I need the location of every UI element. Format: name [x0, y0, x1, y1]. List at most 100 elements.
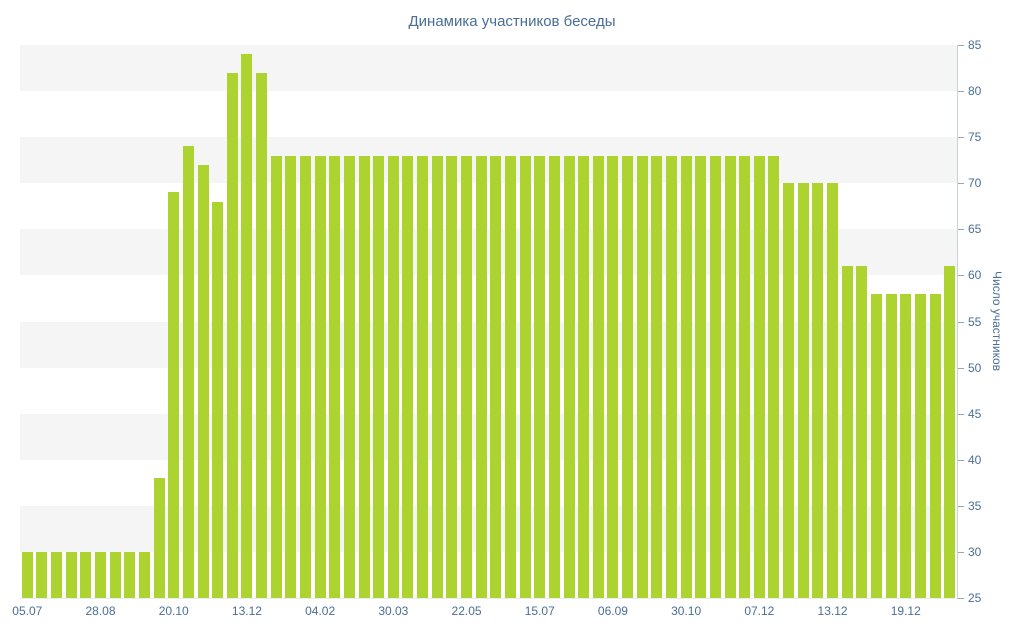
bar[interactable] [343, 155, 355, 598]
y-tick [958, 137, 964, 139]
bar[interactable] [885, 293, 897, 598]
bar[interactable] [212, 201, 224, 598]
x-tick-label: 22.05 [451, 604, 482, 618]
grid-band [20, 45, 957, 92]
bar[interactable] [490, 155, 502, 598]
x-tick-label: 30.03 [378, 604, 409, 618]
grid-band [20, 137, 957, 184]
bar[interactable] [724, 155, 736, 598]
y-tick [958, 229, 964, 231]
y-tick-label: 75 [968, 130, 982, 145]
y-tick [958, 505, 964, 507]
bar[interactable] [666, 155, 677, 598]
bar[interactable] [783, 183, 795, 598]
bar[interactable] [929, 293, 941, 598]
bar[interactable] [270, 155, 282, 598]
bar[interactable] [534, 155, 546, 598]
x-tick-label: 13.12 [231, 604, 262, 618]
bar[interactable] [446, 155, 458, 598]
bar[interactable] [739, 155, 751, 598]
bar[interactable] [197, 164, 209, 598]
bar[interactable] [461, 155, 473, 598]
bar[interactable] [768, 155, 780, 598]
bar[interactable] [563, 155, 575, 598]
bar[interactable] [21, 551, 33, 598]
bar[interactable] [358, 155, 370, 598]
bar[interactable] [256, 72, 268, 598]
bar[interactable] [856, 266, 868, 598]
x-tick-label: 06.09 [597, 604, 628, 618]
bar[interactable] [519, 155, 531, 598]
y-tick-label: 80 [968, 84, 982, 99]
bar[interactable] [109, 551, 121, 598]
x-tick-label: 20.10 [158, 604, 189, 618]
bar[interactable] [402, 155, 414, 598]
bar[interactable] [475, 155, 487, 598]
bar[interactable] [373, 155, 385, 598]
y-tick-label: 65 [968, 222, 982, 237]
bar[interactable] [841, 266, 853, 598]
bar[interactable] [548, 155, 560, 598]
y-tick-label: 25 [968, 591, 982, 605]
bar[interactable] [812, 183, 824, 598]
bar[interactable] [797, 183, 809, 598]
bar[interactable] [36, 551, 48, 598]
bar[interactable] [285, 155, 297, 598]
bar[interactable] [944, 266, 956, 598]
bar[interactable] [914, 293, 926, 598]
x-tick-label: 30.10 [671, 604, 702, 618]
y-tick [958, 413, 964, 415]
y-tick [958, 183, 964, 185]
bar[interactable] [241, 54, 253, 598]
bar[interactable] [578, 155, 590, 598]
bar[interactable] [607, 155, 619, 598]
y-tick [958, 45, 964, 46]
y-tick-label: 35 [968, 498, 982, 513]
x-tick-label: 04.02 [305, 604, 336, 618]
bar[interactable] [504, 155, 516, 598]
bar[interactable] [387, 155, 399, 598]
bar[interactable] [709, 155, 721, 598]
y-tick-label: 30 [968, 544, 982, 559]
bar[interactable] [680, 155, 692, 598]
bar[interactable] [182, 146, 194, 598]
bar[interactable] [651, 155, 663, 598]
x-tick-label: 05.07 [12, 604, 43, 618]
bar[interactable] [636, 155, 648, 598]
x-tick-label: 15.07 [524, 604, 555, 618]
bar[interactable] [51, 551, 63, 598]
bar[interactable] [299, 155, 311, 598]
bar[interactable] [124, 551, 136, 598]
bar[interactable] [753, 155, 765, 598]
bar[interactable] [695, 155, 707, 598]
bar[interactable] [329, 155, 341, 598]
bar[interactable] [622, 155, 634, 598]
plot-area [20, 45, 957, 598]
bar[interactable] [226, 72, 238, 598]
bar[interactable] [95, 551, 107, 598]
x-tick-label: 19.12 [890, 604, 921, 618]
bar[interactable] [870, 293, 882, 598]
grid-band [20, 91, 957, 138]
bar[interactable] [153, 478, 165, 598]
bar[interactable] [138, 551, 150, 598]
y-tick-label: 70 [968, 176, 982, 191]
y-tick-label: 55 [968, 314, 982, 329]
y-tick-label: 60 [968, 268, 982, 283]
x-tick-label: 13.12 [817, 604, 848, 618]
bar[interactable] [168, 192, 180, 598]
bar[interactable] [314, 155, 326, 598]
bar[interactable] [900, 293, 912, 598]
bar[interactable] [417, 155, 429, 598]
bar[interactable] [431, 155, 443, 598]
y-tick [958, 367, 964, 369]
y-tick [958, 321, 964, 323]
bar[interactable] [65, 551, 77, 598]
bar[interactable] [827, 183, 839, 598]
bar[interactable] [80, 551, 92, 598]
x-axis-line [20, 598, 958, 599]
x-tick-label: 07.12 [744, 604, 775, 618]
y-axis-title: Число участников [990, 271, 1004, 372]
bar[interactable] [592, 155, 604, 598]
chart-title: Динамика участников беседы [408, 13, 616, 30]
